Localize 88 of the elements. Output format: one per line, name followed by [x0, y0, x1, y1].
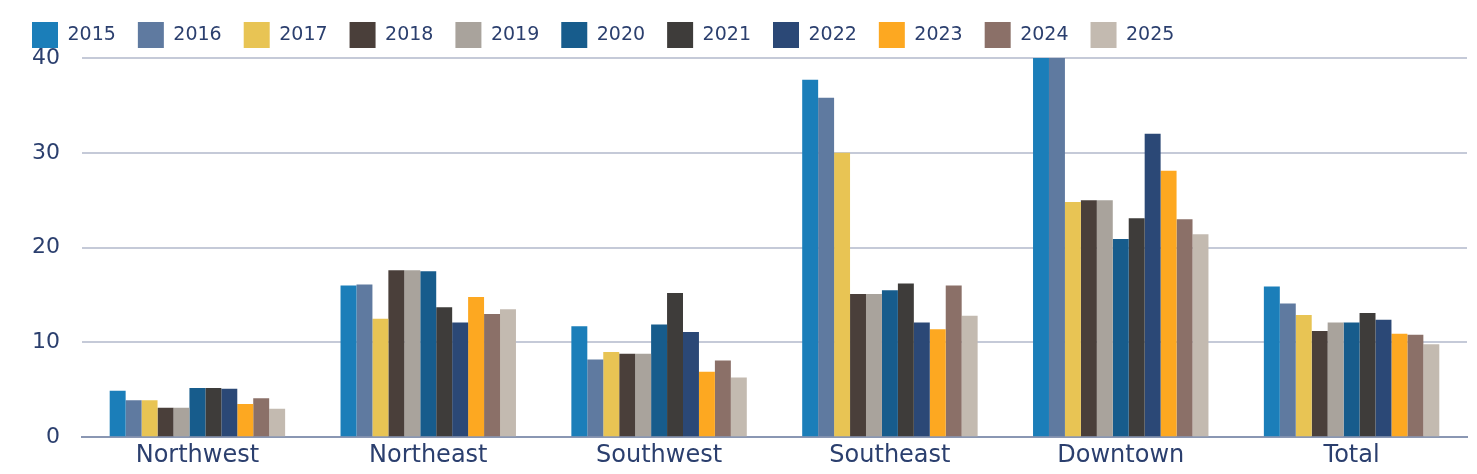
- bar: [1311, 331, 1328, 437]
- bar: [667, 293, 683, 437]
- bar: [802, 79, 819, 437]
- bar: [388, 270, 405, 437]
- bar: [356, 284, 373, 437]
- bar: [897, 283, 914, 437]
- bar: [141, 400, 158, 437]
- bar: [157, 407, 174, 437]
- bar: [125, 400, 142, 437]
- bar: [619, 353, 636, 437]
- legend-label: 2024: [1020, 21, 1069, 44]
- bar: [1295, 314, 1312, 437]
- bar: [1160, 170, 1177, 437]
- bar: [961, 315, 978, 437]
- bar: [484, 313, 501, 437]
- bar: [714, 360, 731, 437]
- legend-label: 2018: [385, 21, 434, 44]
- bar: [253, 398, 270, 437]
- bar: [1112, 239, 1129, 437]
- bar: [1279, 303, 1296, 437]
- x-tick-label: Northwest: [135, 439, 260, 468]
- legend-label: 2023: [914, 21, 963, 44]
- legend-label: 2019: [490, 21, 540, 44]
- bar: [1423, 344, 1440, 437]
- bar: [404, 270, 421, 437]
- y-tick-label: 10: [31, 328, 60, 354]
- bar: [269, 408, 286, 437]
- x-tick-label: Northeast: [368, 439, 488, 468]
- bar: [340, 285, 357, 437]
- bar: [1144, 133, 1161, 437]
- bar: [865, 294, 882, 437]
- bar: [698, 371, 715, 437]
- bar: [1176, 219, 1193, 437]
- bar: [1391, 333, 1408, 437]
- bar: [189, 387, 206, 437]
- bar: [500, 309, 516, 437]
- y-tick-label: 20: [31, 233, 60, 259]
- bar: [730, 377, 747, 437]
- bar: [372, 318, 389, 437]
- bar: [834, 152, 851, 437]
- legend-label: 2017: [279, 21, 328, 44]
- legend-label: 2015: [67, 21, 116, 44]
- bar: [881, 290, 898, 437]
- bar: [945, 285, 962, 437]
- bar: [1033, 58, 1049, 437]
- bar: [1327, 322, 1344, 437]
- legend-label: 2022: [808, 21, 857, 44]
- bar: [468, 296, 485, 437]
- bar: [1263, 286, 1280, 437]
- bar: [1407, 334, 1424, 437]
- legend-label: 2021: [702, 21, 751, 44]
- x-tick-label: Southeast: [829, 439, 951, 468]
- y-tick-label: 30: [31, 138, 60, 164]
- legend-label: 2020: [596, 21, 646, 44]
- y-tick-label: 40: [31, 43, 60, 69]
- bar: [929, 329, 946, 437]
- bar: [452, 322, 469, 437]
- bar: [1343, 322, 1360, 437]
- bar: [571, 326, 588, 437]
- legend-label: 2016: [173, 21, 222, 44]
- bar: [1064, 202, 1081, 437]
- bar: [1080, 200, 1097, 437]
- bar: [850, 294, 866, 437]
- bar: [1359, 313, 1376, 437]
- bar: [436, 307, 453, 437]
- bar: [587, 359, 604, 437]
- bar: [683, 331, 699, 437]
- y-tick-label: 0: [45, 422, 60, 448]
- x-tick-label: Total: [1322, 439, 1380, 468]
- bar: [913, 322, 930, 437]
- bar: [818, 97, 835, 437]
- x-tick-label: Downtown: [1057, 439, 1185, 468]
- bar: [635, 353, 652, 437]
- bar: [109, 390, 126, 437]
- bar: [205, 387, 222, 437]
- bar: [651, 324, 668, 437]
- x-tick-label: Southwest: [596, 439, 723, 468]
- bar: [221, 388, 238, 437]
- bar: [420, 271, 437, 437]
- bar: [1048, 58, 1065, 437]
- bar: [1096, 200, 1113, 437]
- bar: [1375, 319, 1392, 437]
- legend-label: 2025: [1126, 21, 1175, 44]
- bar: [603, 351, 620, 437]
- bar: [1128, 218, 1145, 437]
- bar: [1192, 234, 1209, 437]
- bar: [173, 407, 190, 437]
- bar: [237, 404, 254, 437]
